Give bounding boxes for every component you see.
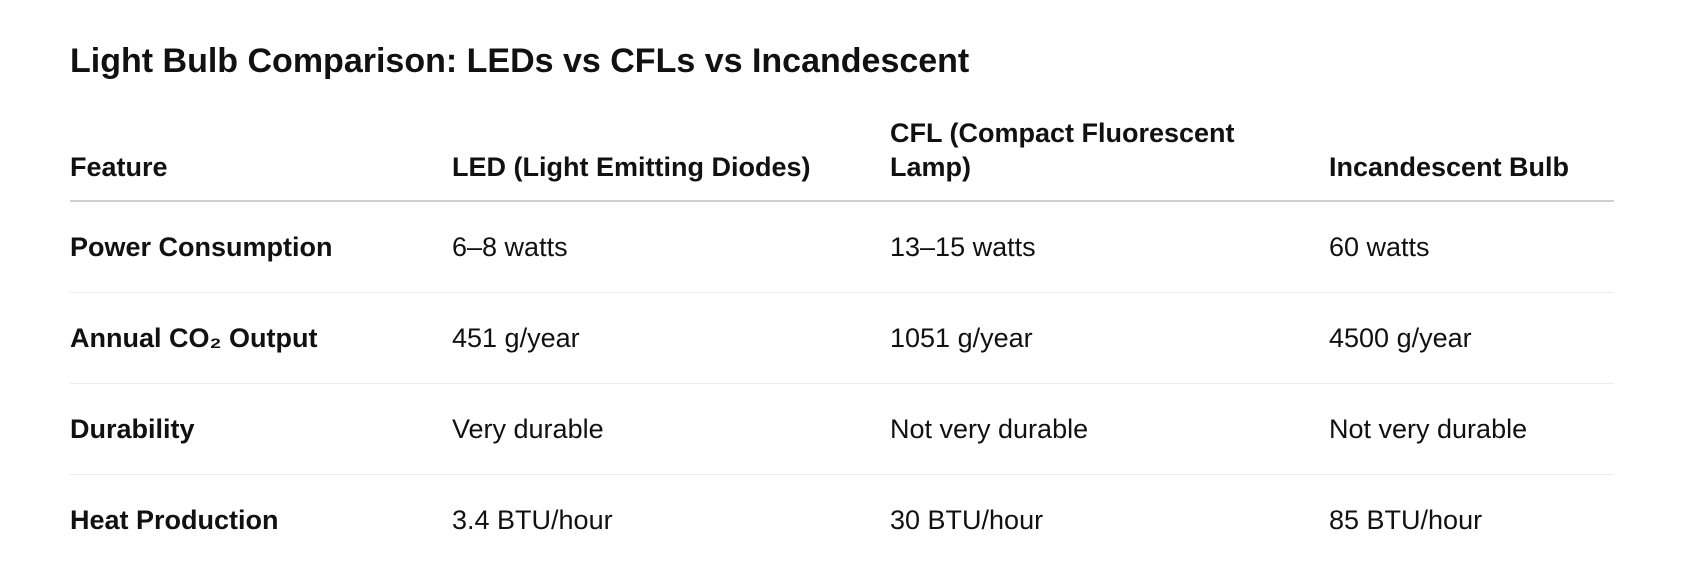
- feature-cell: Heat Production: [70, 504, 279, 535]
- value-cell: 3.4 BTU/hour: [452, 504, 613, 535]
- header-text: Incandescent Bulb: [1329, 152, 1570, 182]
- value-cell: Not very durable: [890, 383, 1329, 475]
- header-cell: Incandescent Bulb: [1329, 108, 1614, 202]
- value-cell: 30 BTU/hour: [890, 504, 1044, 535]
- header-cell: Feature: [70, 108, 452, 202]
- table-row: Power Consumption 6–8 watts 13–15 watts 60 …: [70, 201, 1614, 293]
- value-cell: 85 BTU/hour: [1329, 504, 1483, 535]
- header-text: LED (Light Emitting Diodes): [452, 152, 811, 182]
- value-cell: 451 g/year: [452, 292, 890, 384]
- value-cell: 13–15 watts: [890, 201, 1329, 293]
- feature-cell: Durability: [70, 383, 452, 475]
- table-row: Heat Production 3.4 BTU/hour 30 BTU/hour 85…: [70, 475, 1614, 566]
- header-row: Feature LED (Light Emitting Diodes) CFL (C…: [70, 108, 1614, 202]
- value-cell: 4500 g/year: [1329, 292, 1614, 384]
- value-cell: 1051 g/year: [890, 292, 1329, 384]
- value-cell: 6–8 watts: [452, 201, 890, 293]
- value-cell: 60 watts: [1329, 201, 1614, 293]
- header-text: Feature: [70, 152, 168, 182]
- page-title: Light Bulb Comparison: LEDs vs CFLs vs I…: [70, 42, 970, 80]
- table-row: Annual CO₂ Output 451 g/year 1051 g/year 45…: [70, 292, 1614, 384]
- feature-cell: Annual CO₂ Output: [70, 292, 452, 384]
- header-text: CFL (Compact Fluorescent Lamp): [890, 118, 1235, 182]
- feature-cell: Power Consumption: [70, 201, 452, 293]
- header-cell: LED (Light Emitting Diodes): [452, 108, 890, 202]
- table-body: Power Consumption 6–8 watts 13–15 watts 60 …: [70, 201, 1614, 565]
- header-cell: CFL (Compact Fluorescent Lamp): [890, 108, 1329, 202]
- value-cell: Very durable: [452, 383, 890, 475]
- comparison-table: Feature LED (Light Emitting Diodes) CFL (C…: [70, 108, 1614, 565]
- table-row: Durability Very durable Not very durable No…: [70, 383, 1614, 475]
- value-cell: Not very durable: [1329, 383, 1614, 475]
